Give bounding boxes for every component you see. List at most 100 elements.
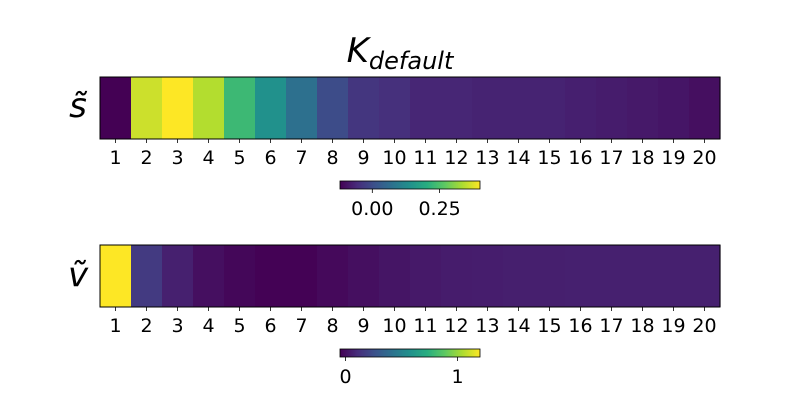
heatmap-v-tick-label-3: 3 [171, 315, 183, 337]
heatmap-s-cell-5 [224, 77, 256, 139]
heatmap-v-tick-label-6: 6 [264, 315, 276, 337]
heatmap-s-tick-label-19: 19 [661, 147, 685, 169]
heatmap-v-cells [100, 245, 721, 307]
heatmap-v-x-ticks: 1 2 3 4 5 6 7 8 9 10 11 12 13 14 15 16 17 18 19 20 [109, 307, 717, 337]
heatmap-v-cell-5 [224, 245, 256, 307]
heatmap-v-cell-15 [534, 245, 566, 307]
heatmap-s-tick-label-7: 7 [295, 147, 307, 169]
heatmap-v-tick-label-12: 12 [444, 315, 468, 337]
heatmap-s-x-ticks: 1 2 3 4 5 6 7 8 9 10 11 12 13 14 15 16 17 18 19 20 [109, 139, 717, 169]
heatmap-s-tick-label-20: 20 [692, 147, 716, 169]
heatmap-v-tick-label-11: 11 [413, 315, 437, 337]
heatmap-s-tick-label-10: 10 [382, 147, 406, 169]
heatmap-v-tick-label-10: 10 [382, 315, 406, 337]
heatmap-v-tick-label-20: 20 [692, 315, 716, 337]
heatmap-s-cell-11 [410, 77, 442, 139]
colorbar-s-ticks: 0.00 0.25 [351, 189, 461, 220]
heatmap-v-cell-16 [565, 245, 597, 307]
heatmap-v-cell-10 [379, 245, 411, 307]
heatmap-s-tick-label-6: 6 [264, 147, 276, 169]
heatmap-s-tick-label-15: 15 [537, 147, 561, 169]
heatmap-s-tick-label-8: 8 [326, 147, 338, 169]
chart-title-subscript: default [369, 47, 455, 75]
heatmap-s-cell-17 [596, 77, 628, 139]
heatmap-v-tick-label-5: 5 [233, 315, 245, 337]
heatmap-s: s̃ 1 2 3 4 5 6 7 8 9 10 11 12 13 14 15 16 17 18 19 20 [69, 76, 721, 169]
heatmap-v-tick-label-17: 17 [599, 315, 623, 337]
heatmap-v-cell-2 [131, 245, 163, 307]
heatmap-v-cell-9 [348, 245, 380, 307]
heatmap-v-cell-14 [503, 245, 535, 307]
heatmap-v-cell-13 [472, 245, 504, 307]
colorbar-s-tick-label-0: 0.00 [351, 198, 393, 220]
heatmap-s-cell-15 [534, 77, 566, 139]
heatmap-v-cell-17 [596, 245, 628, 307]
heatmap-s-cell-10 [379, 77, 411, 139]
heatmap-s-cell-16 [565, 77, 597, 139]
heatmap-v-cell-20 [689, 245, 721, 307]
heatmap-s-cell-20 [689, 77, 721, 139]
heatmap-v-tick-label-7: 7 [295, 315, 307, 337]
colorbar-v-tick-label-0: 0 [340, 366, 352, 388]
heatmap-v-cell-7 [286, 245, 318, 307]
chart-title-main: K [347, 31, 372, 71]
heatmap-s-cell-19 [658, 77, 690, 139]
heatmap-v-tick-label-9: 9 [357, 315, 369, 337]
colorbar-s-gradient [339, 180, 481, 190]
heatmap-s-cell-8 [317, 77, 349, 139]
heatmap-s-cell-14 [503, 77, 535, 139]
heatmap-v-cell-4 [193, 245, 225, 307]
heatmap-s-cell-13 [472, 77, 504, 139]
heatmap-s-tick-label-17: 17 [599, 147, 623, 169]
heatmap-s-cell-12 [441, 77, 473, 139]
chart-title: Kdefault [347, 31, 455, 75]
heatmap-s-tick-label-2: 2 [140, 147, 152, 169]
heatmap-v-frame [99, 244, 721, 308]
heatmap-s-tick-label-3: 3 [171, 147, 183, 169]
row-label-v: ṽ [68, 255, 89, 295]
heatmap-s-tick-label-13: 13 [475, 147, 499, 169]
heatmap-s-tick-label-18: 18 [630, 147, 654, 169]
heatmap-s-tick-label-12: 12 [444, 147, 468, 169]
heatmap-v-cell-19 [658, 245, 690, 307]
heatmap-v-tick-label-15: 15 [537, 315, 561, 337]
heatmap-v-cell-12 [441, 245, 473, 307]
heatmap-s-tick-label-16: 16 [568, 147, 592, 169]
heatmap-v: ṽ 1 2 3 4 5 6 7 8 9 10 11 12 13 14 15 16 17 18 19 20 [68, 244, 721, 337]
heatmap-v-cell-1 [100, 245, 132, 307]
heatmap-v-tick-label-4: 4 [202, 315, 214, 337]
heatmap-s-tick-label-4: 4 [202, 147, 214, 169]
heatmap-v-tick-label-13: 13 [475, 315, 499, 337]
heatmap-v-tick-label-8: 8 [326, 315, 338, 337]
heatmap-s-cell-1 [100, 77, 132, 139]
colorbar-s: 0.00 0.25 [339, 180, 481, 220]
heatmap-s-cells [100, 77, 721, 139]
row-label-s: s̃ [69, 86, 88, 126]
heatmap-s-cell-2 [131, 77, 163, 139]
heatmap-s-tick-label-14: 14 [506, 147, 530, 169]
heatmap-s-tick-label-1: 1 [109, 147, 121, 169]
heatmap-s-cell-18 [627, 77, 659, 139]
colorbar-s-tick-label-1: 0.25 [418, 198, 460, 220]
heatmap-s-cell-9 [348, 77, 380, 139]
heatmap-v-tick-label-2: 2 [140, 315, 152, 337]
heatmap-v-cell-6 [255, 245, 287, 307]
heatmap-s-tick-label-5: 5 [233, 147, 245, 169]
heatmap-v-tick-label-19: 19 [661, 315, 685, 337]
heatmap-v-cell-18 [627, 245, 659, 307]
heatmap-v-tick-label-14: 14 [506, 315, 530, 337]
heatmap-s-tick-label-9: 9 [357, 147, 369, 169]
heatmap-v-cell-8 [317, 245, 349, 307]
heatmap-s-cell-7 [286, 77, 318, 139]
heatmap-v-tick-label-16: 16 [568, 315, 592, 337]
heatmap-s-frame [99, 76, 721, 140]
heatmap-v-cell-3 [162, 245, 194, 307]
heatmap-s-cell-6 [255, 77, 287, 139]
heatmap-v-tick-label-18: 18 [630, 315, 654, 337]
heatmap-s-cell-3 [162, 77, 194, 139]
colorbar-v-tick-label-1: 1 [452, 366, 464, 388]
heatmap-v-tick-label-1: 1 [109, 315, 121, 337]
